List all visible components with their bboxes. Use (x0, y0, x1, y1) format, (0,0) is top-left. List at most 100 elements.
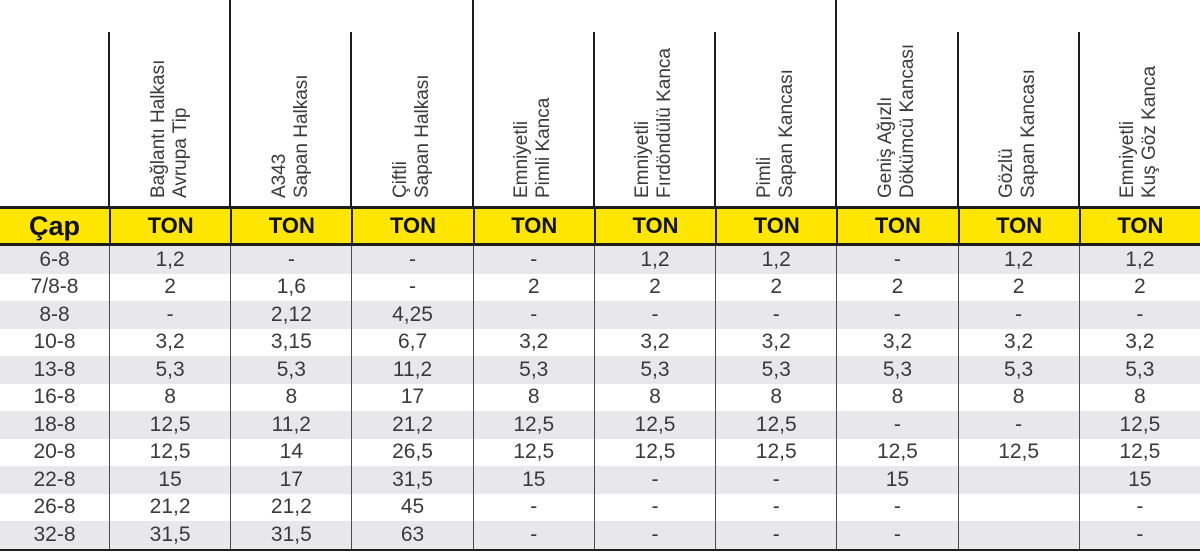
value-cell: 15 (836, 466, 957, 494)
value-cell: 5,3 (715, 356, 836, 384)
column-header: Emniyetli Kuş Göz Kanca (1077, 0, 1200, 206)
column-label: Gözlü Sapan Kancası (996, 8, 1040, 198)
value-cell: 12,5 (1078, 411, 1200, 439)
ton-header-cell: TON (230, 209, 351, 243)
value-cell: 1,2 (957, 246, 1079, 274)
column-divider (229, 0, 232, 206)
value-cell: - (593, 521, 715, 549)
value-cell: 6,7 (351, 328, 472, 356)
cap-cell: 22-8 (33, 467, 76, 491)
value-cell: - (1078, 493, 1200, 521)
value-cell: 5,3 (593, 356, 715, 384)
value-cell: 12,5 (836, 438, 957, 466)
value-cell: 12,5 (715, 438, 836, 466)
value-cell: 2 (715, 273, 836, 301)
value-cell: 12,5 (109, 411, 230, 439)
value-cell: 8 (957, 383, 1079, 411)
column-label: Emniyetli Pimli Kanca (511, 8, 555, 198)
cap-cell: 32-8 (33, 522, 76, 546)
value-cell: - (472, 521, 594, 549)
column-divider (835, 0, 838, 206)
value-cell (957, 521, 1079, 549)
value-cell: 1,2 (715, 246, 836, 274)
cap-cell: 10-8 (33, 330, 76, 354)
column-label-line2: Sapan Halkası (412, 74, 434, 198)
value-cell: - (351, 246, 472, 274)
value-cell: 21,2 (109, 493, 230, 521)
value-cell: 12,5 (957, 438, 1079, 466)
value-cell: - (715, 466, 836, 494)
cap-cell: 7/8-8 (30, 275, 79, 299)
column-label-line1: Emniyetli (632, 120, 654, 198)
value-cell: 3,2 (957, 328, 1079, 356)
table-row: 18-8 12,5 11,2 21,2 12,5 12,5 12,5- -12,5 (0, 411, 1200, 439)
column-label-line2: Sapan Kancası (775, 69, 797, 198)
value-cell: - (1078, 521, 1200, 549)
value-cell: 2 (957, 273, 1079, 301)
value-cell: 1,2 (1078, 246, 1200, 274)
value-cell: 1,6 (230, 273, 351, 301)
column-divider (350, 32, 353, 206)
value-cell: 1,2 (593, 246, 715, 274)
column-label: Çiftli Sapan Halkası (390, 8, 434, 198)
value-cell: 11,2 (351, 356, 472, 384)
value-cell (957, 466, 1079, 494)
value-cell: 3,2 (715, 328, 836, 356)
value-cell: 2 (836, 273, 957, 301)
table-row: 8-8-2,12 4,25- - - - - - (0, 301, 1200, 329)
column-label-line1: Bağlantı Halkası (147, 59, 169, 198)
value-cell: 45 (351, 493, 472, 521)
column-label-line2: Sapan Halkası (290, 74, 312, 198)
cap-cell: 6-8 (39, 247, 70, 271)
value-cell: - (593, 301, 715, 329)
value-cell: 3,2 (593, 328, 715, 356)
value-cell: 3,2 (1078, 328, 1200, 356)
value-cell: 8 (715, 383, 836, 411)
value-cell: - (836, 411, 957, 439)
column-divider (714, 32, 717, 206)
value-cell: - (715, 301, 836, 329)
value-cell: 12,5 (1078, 438, 1200, 466)
column-header: Bağlantı Halkası Avrupa Tip (108, 0, 230, 206)
value-cell: - (593, 493, 715, 521)
value-cell: 2 (472, 273, 594, 301)
column-header: Emniyetli Pimli Kanca (471, 0, 594, 206)
value-cell: 15 (472, 466, 594, 494)
column-label-line1: A343 (268, 153, 290, 198)
value-cell: - (1078, 301, 1200, 329)
value-cell: 17 (230, 466, 351, 494)
table-row: 20-8 12,5 14 26,5 12,5 12,5 12,5 12,5 12,5 12,5 (0, 438, 1200, 466)
column-header: Gözlü Sapan Kancası (956, 0, 1079, 206)
value-cell: 8 (230, 383, 351, 411)
column-label-line1: Emniyetli (511, 120, 533, 198)
ton-header-cell: TON (715, 209, 836, 243)
value-cell: 21,2 (351, 411, 472, 439)
value-cell: - (957, 301, 1079, 329)
value-cell: 5,3 (472, 356, 594, 384)
value-cell: - (836, 521, 957, 549)
column-header: Çiftli Sapan Halkası (350, 0, 472, 206)
cap-cell: 26-8 (33, 495, 76, 519)
value-cell: - (351, 273, 472, 301)
cap-header-cell: Çap (28, 210, 80, 241)
value-cell: 4,25 (351, 301, 472, 329)
column-label: Emniyetli Fırdöndülü Kanca (632, 8, 676, 198)
value-cell: 31,5 (351, 466, 472, 494)
value-cell: 17 (351, 383, 472, 411)
column-divider (592, 32, 595, 206)
value-cell: 8 (836, 383, 957, 411)
column-header: Emniyetli Fırdöndülü Kanca (592, 0, 715, 206)
value-cell: 11,2 (230, 411, 351, 439)
value-cell: - (230, 246, 351, 274)
column-divider (108, 32, 110, 206)
ton-band: Çap TON TON TON TON TON TON TON TON TON (0, 206, 1200, 246)
value-cell: 31,5 (230, 521, 351, 549)
value-cell: 5,3 (1078, 356, 1200, 384)
column-label-line2: Kuş Göz Kanca (1139, 65, 1161, 198)
column-label-line2: Fırdöndülü Kanca (654, 48, 676, 198)
table-row: 7/8-8 2 1,6-2 2 2 2 2 2 (0, 273, 1200, 301)
ton-header-cell: TON (836, 209, 957, 243)
ton-header-cell: TON (957, 209, 1079, 243)
